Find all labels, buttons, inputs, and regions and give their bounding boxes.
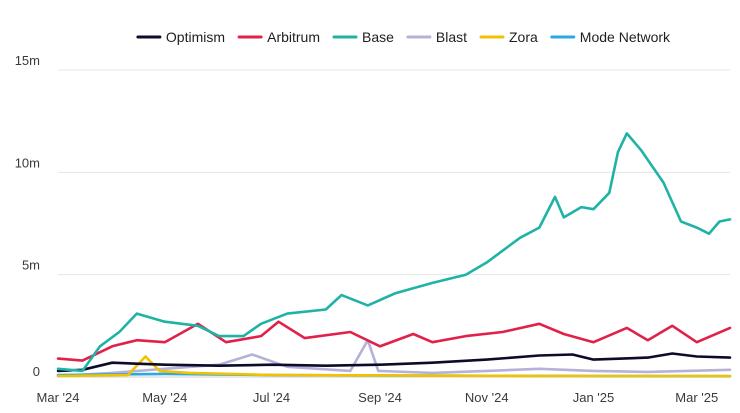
legend-item-arbitrum: Arbitrum bbox=[237, 29, 320, 45]
x-tick-label: Mar '24 bbox=[37, 390, 80, 405]
x-tick-label: Sep '24 bbox=[358, 390, 402, 405]
legend-label: Optimism bbox=[166, 29, 225, 45]
legend-label: Blast bbox=[436, 29, 467, 45]
legend-label: Base bbox=[362, 29, 394, 45]
legend-item-blast: Blast bbox=[406, 29, 467, 45]
y-axis-ticks: 0 5m 10m 15m bbox=[15, 53, 40, 379]
legend-label: Arbitrum bbox=[267, 29, 320, 45]
series-line-zora bbox=[56, 355, 732, 378]
y-tick-label: 5m bbox=[22, 258, 40, 273]
series-line-base bbox=[56, 132, 732, 373]
legend-item-optimism: Optimism bbox=[136, 29, 225, 45]
series-line-optimism bbox=[56, 352, 732, 373]
legend-item-mode-network: Mode Network bbox=[550, 29, 671, 45]
y-tick-label: 10m bbox=[15, 155, 40, 170]
legend-label: Zora bbox=[509, 29, 538, 45]
x-tick-label: Nov '24 bbox=[465, 390, 509, 405]
x-tick-label: Jan '25 bbox=[573, 390, 615, 405]
y-tick-label: 0 bbox=[33, 364, 40, 379]
x-tick-label: Jul '24 bbox=[253, 390, 290, 405]
x-tick-label: May '24 bbox=[142, 390, 187, 405]
legend-item-zora: Zora bbox=[479, 29, 538, 45]
x-tick-label: Mar '25 bbox=[675, 390, 718, 405]
legend-label: Mode Network bbox=[580, 29, 671, 45]
y-tick-label: 15m bbox=[15, 53, 40, 68]
gridlines bbox=[58, 69, 730, 378]
series-line-arbitrum bbox=[56, 320, 732, 362]
legend-item-base: Base bbox=[332, 29, 394, 45]
x-axis-ticks: Mar '24 May '24 Jul '24 Sep '24 Nov '24 Jan '… bbox=[37, 390, 719, 405]
legend: Optimism Arbitrum Base Blast Zora Mode Networ… bbox=[136, 29, 671, 45]
series-lines bbox=[56, 132, 732, 378]
